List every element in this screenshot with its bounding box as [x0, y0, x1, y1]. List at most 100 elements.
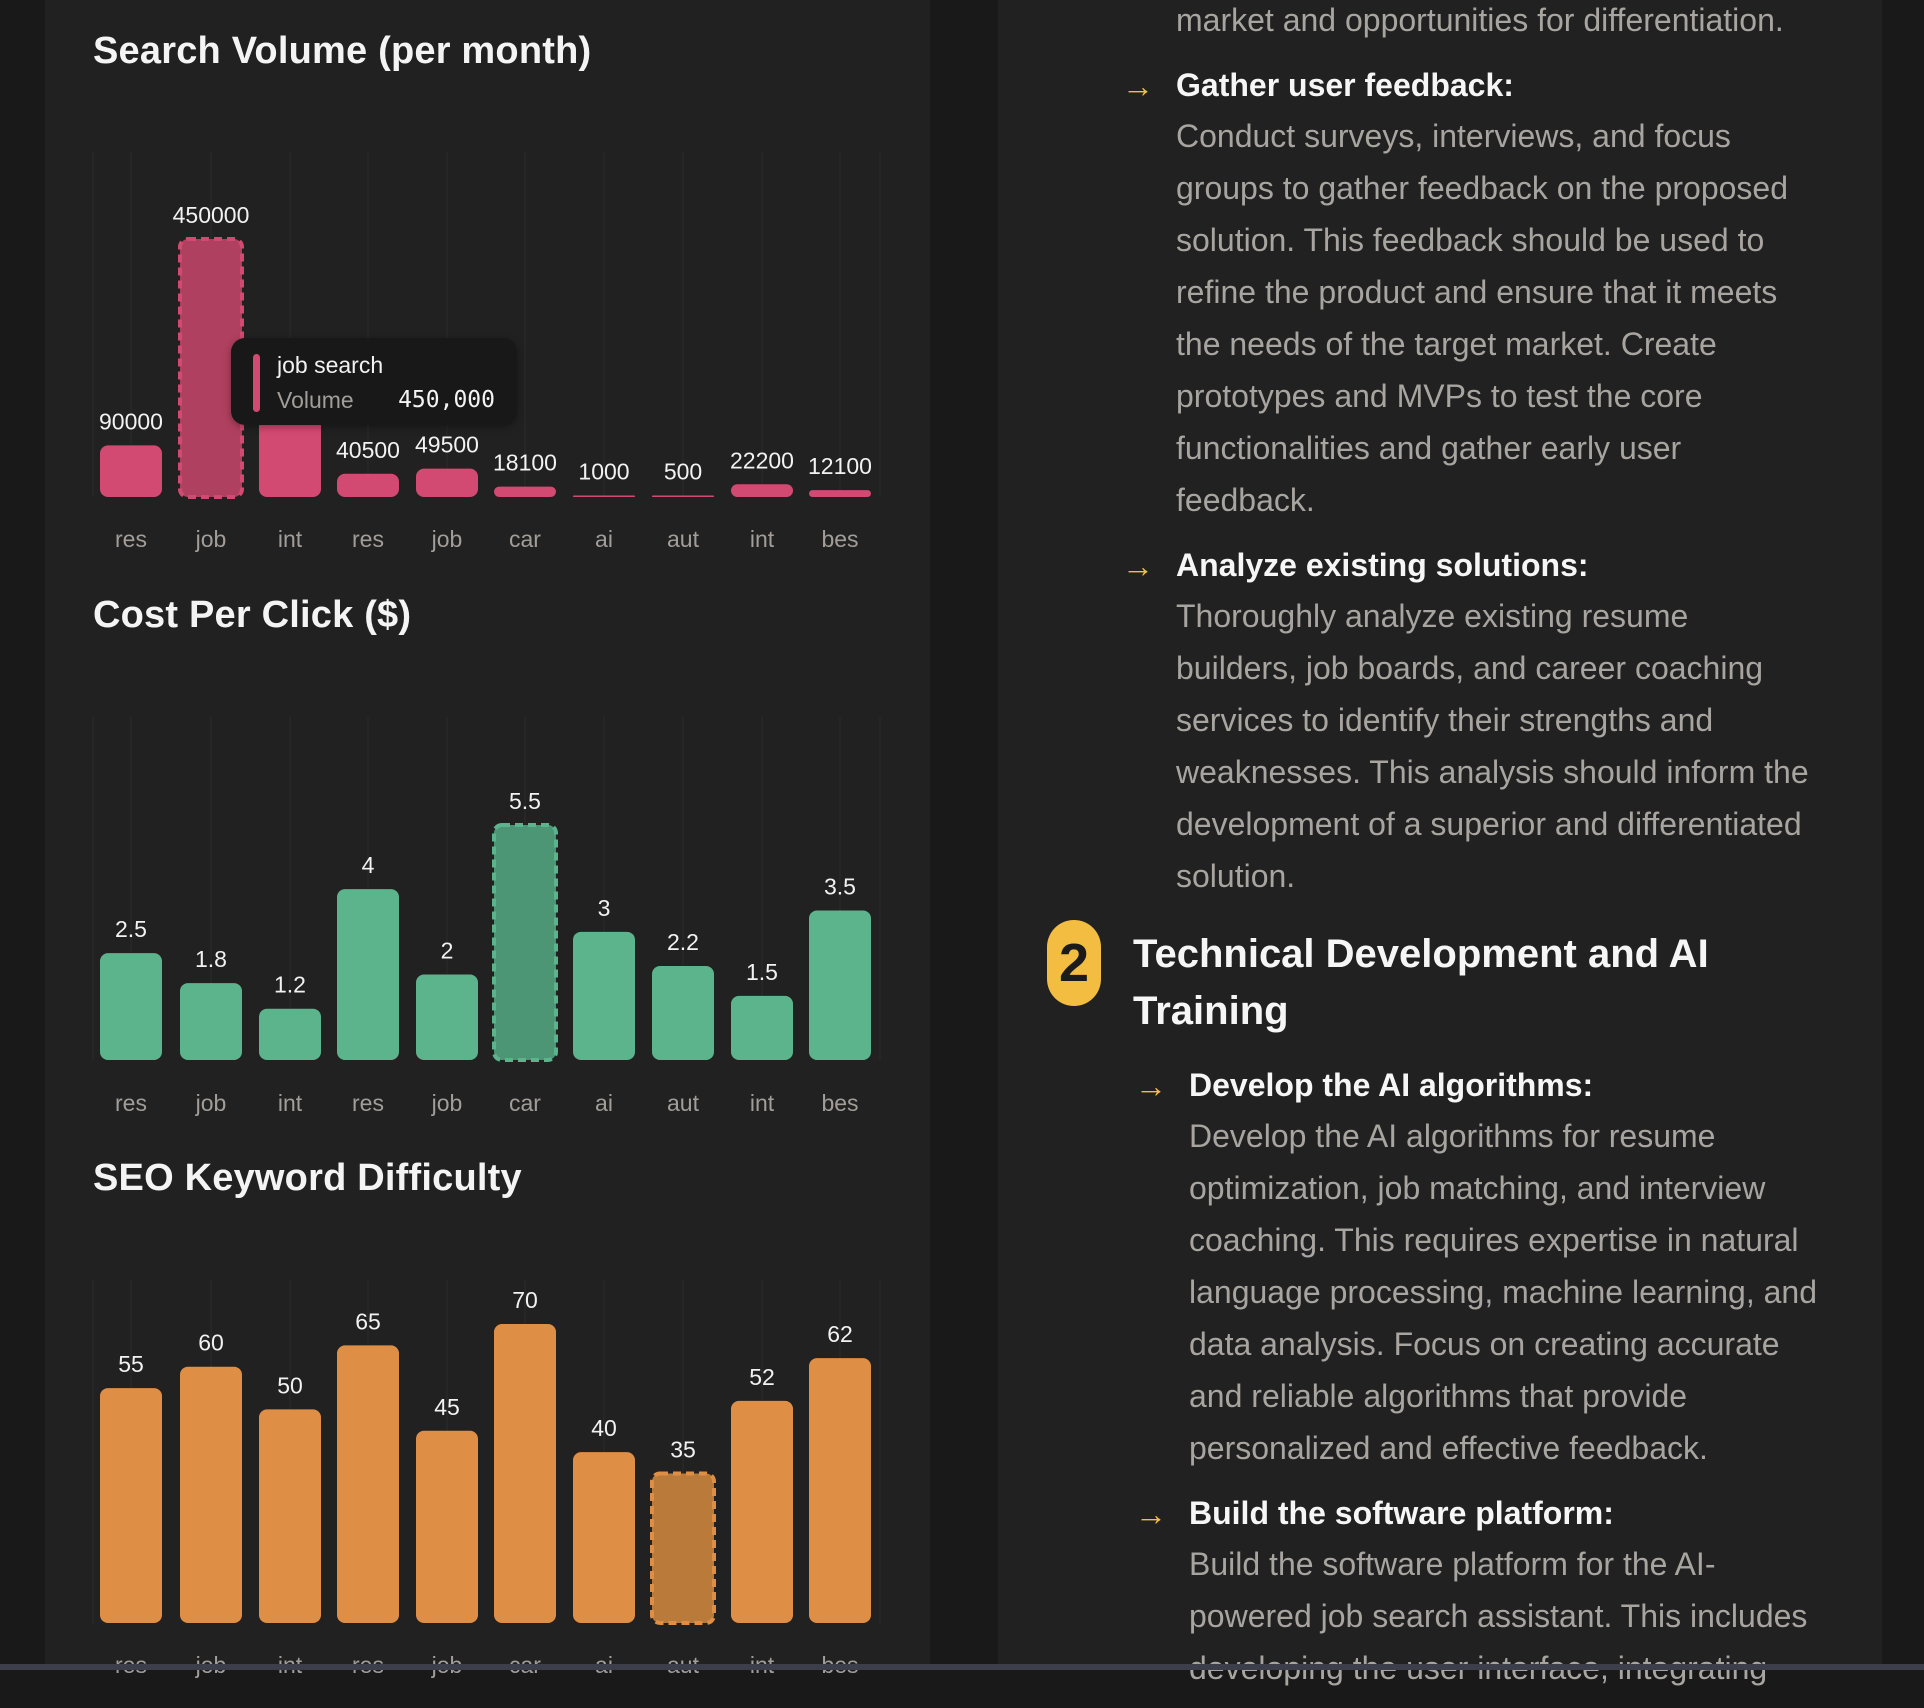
list-item-text: Build the software platform for the AI-: [1189, 1546, 1716, 1582]
chart-title-kd: SEO Keyword Difficulty: [93, 1157, 522, 1199]
value-label: 1000: [578, 459, 629, 485]
list-item-text: data analysis. Focus on creating accurat…: [1189, 1326, 1780, 1362]
list-item-text: solution. This feedback should be used t…: [1176, 222, 1765, 258]
list-item-text: optimization, job matching, and intervie…: [1189, 1170, 1766, 1206]
document-panel: [998, 0, 1882, 1670]
list-item-text: builders, job boards, and career coachin…: [1176, 650, 1764, 686]
category-label: job: [431, 526, 463, 552]
list-item: → Analyze existing solutions: Thoroughly a…: [1122, 540, 1876, 902]
list-item-text: coaching. This requires expertise in nat…: [1189, 1222, 1799, 1258]
bar: [652, 495, 714, 497]
list-item-title: Develop the AI algorithms:: [1189, 1067, 1594, 1103]
category-label: res: [352, 526, 384, 552]
value-label: 65: [355, 1308, 381, 1334]
category-label: job: [195, 1090, 227, 1116]
value-label: 18100: [493, 450, 557, 476]
value-label: 40500: [336, 437, 400, 463]
list-item-text: powered job search assistant. This inclu…: [1189, 1598, 1808, 1634]
list-item-title: Analyze existing solutions:: [1176, 547, 1589, 583]
list-item-text: Thoroughly analyze existing resume: [1176, 598, 1689, 634]
list-item-text: Conduct surveys, interviews, and focus: [1176, 118, 1731, 154]
bar: [337, 1345, 399, 1623]
value-label: 40: [591, 1415, 617, 1441]
list-item-text: personalized and effective feedback.: [1189, 1430, 1708, 1466]
bar: [731, 995, 793, 1060]
chart-tooltip: job search Volume 450,000: [231, 338, 517, 425]
bar: [652, 966, 714, 1060]
category-label: job: [431, 1090, 463, 1116]
list-item-text: and reliable algorithms that provide: [1189, 1378, 1688, 1414]
value-label: 2.5: [115, 916, 147, 942]
arrow-right-icon: →: [1135, 1068, 1167, 1104]
chart-title-search-volume: Search Volume (per month): [93, 30, 592, 72]
bar: [731, 1400, 793, 1623]
bar: [573, 931, 635, 1060]
section-number-badge: 2: [1047, 920, 1101, 1006]
category-label: bes: [821, 526, 858, 552]
category-label: bes: [821, 1090, 858, 1116]
value-label: 2: [441, 938, 454, 964]
list-item-text: functionalities and gather early user: [1176, 430, 1682, 466]
bar: [416, 974, 478, 1060]
doc-list-a: → Gather user feedback: Conduct surveys, i…: [1122, 60, 1876, 916]
bar: [494, 1324, 556, 1623]
value-label: 35: [670, 1437, 696, 1463]
arrow-right-icon: →: [1122, 548, 1154, 584]
tooltip-key: Volume: [277, 387, 354, 413]
bar: [573, 1452, 635, 1623]
section-title: Technical Development and AI Training: [1133, 932, 1709, 1033]
value-label: 49500: [415, 432, 479, 458]
category-label: res: [115, 526, 147, 552]
value-label: 3: [598, 895, 611, 921]
category-label: aut: [667, 1090, 700, 1116]
category-label: int: [278, 526, 303, 552]
list-item: → Gather user feedback: Conduct surveys, i…: [1122, 60, 1876, 526]
list-item-title: Build the software platform:: [1189, 1495, 1614, 1531]
bar: [337, 473, 399, 497]
category-label: res: [352, 1090, 384, 1116]
list-item-text: feedback.: [1176, 482, 1315, 518]
list-item-text: prototypes and MVPs to test the core: [1176, 378, 1703, 414]
value-label: 500: [664, 459, 702, 485]
value-label: 90000: [99, 408, 163, 434]
list-item-text: the needs of the target market. Create: [1176, 326, 1717, 362]
bar: [100, 1388, 162, 1623]
value-label: 55: [118, 1351, 144, 1377]
category-label: car: [509, 526, 541, 552]
value-label: 60: [198, 1330, 224, 1356]
value-label: 62: [827, 1321, 853, 1347]
category-label: car: [509, 1090, 541, 1116]
bar: [259, 1409, 321, 1623]
category-label: ai: [595, 526, 613, 552]
list-item-title: Gather user feedback:: [1176, 67, 1514, 103]
doc-fragment: market and opportunities for differentia…: [1176, 2, 1784, 38]
bar: [731, 484, 793, 497]
bar: [180, 1366, 242, 1623]
value-label: 1.2: [274, 972, 306, 998]
bar: [416, 468, 478, 497]
arrow-right-icon: →: [1135, 1496, 1167, 1532]
list-item-text: development of a superior and differenti…: [1176, 806, 1802, 842]
category-label: int: [750, 526, 775, 552]
doc-list-b: → Develop the AI algorithms: Develop the A…: [1135, 1060, 1889, 1708]
value-label: 70: [512, 1287, 538, 1313]
category-label: ai: [595, 1090, 613, 1116]
value-label: 12100: [808, 453, 872, 479]
tooltip-value: 450,000: [398, 387, 495, 413]
value-label: 4: [362, 852, 375, 878]
bar: [492, 823, 558, 1062]
list-item-text: solution.: [1176, 858, 1296, 894]
bottom-bar: [0, 1664, 1924, 1670]
bar: [809, 1358, 871, 1623]
list-item: → Develop the AI algorithms: Develop the A…: [1135, 1060, 1889, 1474]
bar: [809, 910, 871, 1060]
list-item-text: refine the product and ensure that it me…: [1176, 274, 1778, 310]
category-label: int: [750, 1090, 775, 1116]
bar: [809, 490, 871, 497]
category-label: int: [278, 1090, 303, 1116]
list-item-text: services to identify their strengths and: [1176, 702, 1714, 738]
chart-title-cpc: Cost Per Click ($): [93, 594, 412, 636]
bar: [573, 495, 635, 497]
bar: [650, 1471, 716, 1625]
